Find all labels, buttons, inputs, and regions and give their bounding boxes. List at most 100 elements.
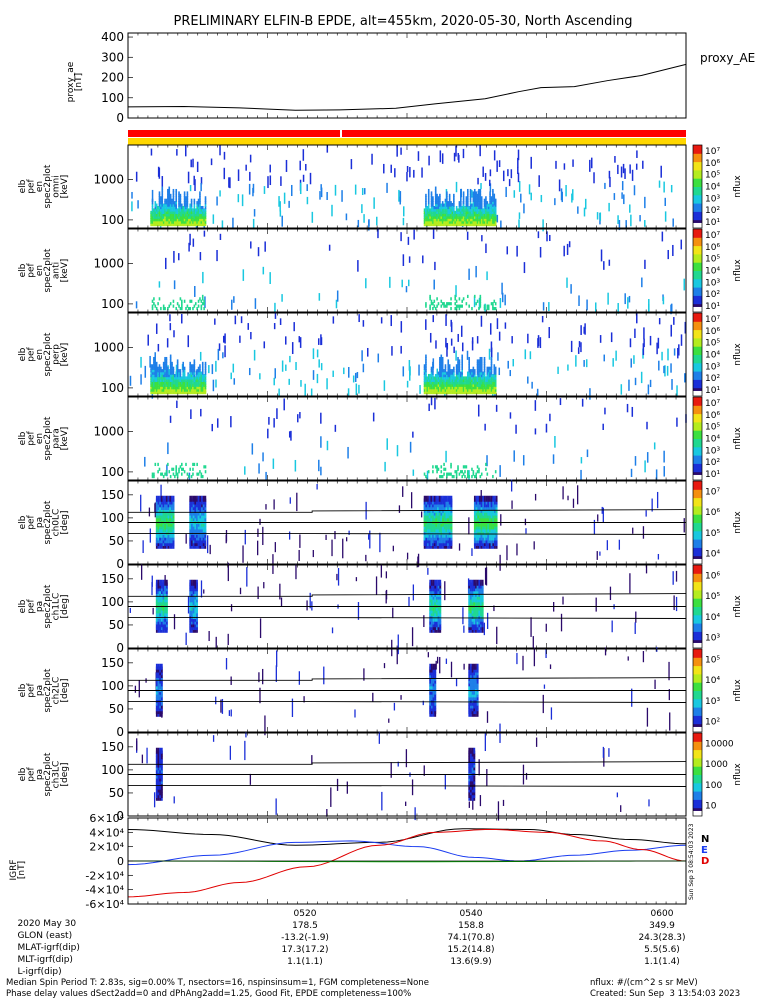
spec-spec_perp-ytick-label: 1000: [93, 340, 124, 354]
spec-spec_perp-burst-cell: [200, 376, 203, 380]
spec-spec_perp-burst-cell: [489, 383, 491, 387]
spec-spec_para-burst-cell: [169, 474, 172, 479]
spec-spec_para-point: [434, 397, 436, 410]
spec-spec_omni-burst-cell: [437, 201, 440, 205]
spec-spec_perp-burst-cell: [457, 359, 459, 363]
spec-spec_perp-burst-cell: [485, 376, 487, 380]
spec-spec_omni-burst-cell: [460, 215, 462, 219]
pa-pa_ch0-flux-cell: [197, 495, 200, 502]
spec-spec_para-point: [297, 414, 299, 423]
spec-spec_omni-point: [635, 163, 638, 170]
spec-spec_perp-burst-cell: [466, 386, 469, 390]
spec-spec_omni-point: [517, 166, 519, 175]
spec-spec_omni-burst-cell: [171, 205, 173, 210]
spec-spec_omni-colorbar-cell: [693, 205, 702, 210]
spec-spec_omni-point: [383, 163, 385, 174]
spec-spec_omni-burst-cell: [178, 210, 180, 215]
spec-spec_perp-burst-cell: [172, 378, 175, 383]
pa-pa_ch1-point: [280, 597, 283, 607]
spec-spec_perp-burst-cell: [151, 378, 154, 383]
spec-spec_omni-burst-cell: [460, 220, 462, 224]
spec-spec_omni-burst-cell: [454, 213, 457, 217]
spec-spec_perp-colorbar-cell: [693, 351, 702, 355]
spec-spec_perp-burst-cell: [190, 381, 193, 385]
spec-spec_perp-burst-cell: [427, 378, 430, 383]
spec-spec_perp-point: [175, 364, 178, 376]
spec-spec_omni-burst-cell: [200, 208, 203, 212]
spec-spec_perp-burst-cell: [434, 376, 437, 380]
proxy-ae-ytick-label: 100: [101, 91, 124, 105]
spec-spec_anti-burst-cell: [429, 304, 431, 308]
spec-spec_perp-burst-cell: [172, 371, 175, 375]
pa-pa_ch0-colorbar-cell: [693, 494, 702, 499]
spec-spec_omni-burst-cell: [476, 208, 479, 212]
spec-spec_perp-burst-cell: [196, 381, 198, 385]
spec-spec_anti-burst-cell: [201, 297, 204, 301]
spec-spec_omni-burst-cell: [178, 205, 180, 210]
spec-spec_omni-point: [396, 144, 398, 157]
spec-spec_perp-colorbar-cell: [693, 360, 702, 364]
spec-spec_perp-burst-cell: [193, 388, 196, 392]
spec-spec_omni-burst-cell: [197, 218, 200, 222]
spec-spec_perp-burst-cell: [466, 378, 469, 383]
spec-spec_omni-burst-cell: [455, 213, 458, 217]
spec-spec_perp-burst-cell: [174, 381, 176, 385]
spec-spec_anti-point: [199, 252, 202, 261]
spec-spec_omni-burst-cell: [425, 208, 427, 212]
spec-spec_perp-point: [187, 335, 190, 348]
spec-spec_perp-burst-cell: [190, 369, 193, 373]
spec-spec_perp-burst-cell: [472, 373, 475, 378]
spec-spec_perp-burst-cell: [440, 386, 443, 390]
spec-spec_omni-burst-cell: [185, 198, 187, 202]
spec-spec_anti-point: [662, 296, 665, 305]
spec-spec_para-point: [559, 398, 562, 406]
spec-spec_perp-burst-cell: [469, 369, 472, 373]
spec-spec_perp-burst-cell: [179, 378, 182, 383]
spec-spec_para-point: [522, 455, 525, 466]
spec-spec_perp-burst-cell: [194, 378, 197, 383]
spec-spec_perp-burst-cell: [430, 376, 433, 380]
spec-spec_omni-point: [620, 166, 623, 178]
spec-spec_perp-burst-cell: [434, 383, 437, 387]
spec-spec_omni-burst-cell: [161, 186, 164, 190]
spec-spec_perp-point: [678, 344, 680, 356]
spec-spec_omni-burst-cell: [468, 215, 470, 219]
spec-spec_omni-burst-cell: [204, 218, 207, 222]
spec-spec_para-burst-cell: [455, 470, 458, 474]
spec-spec_omni-burst-cell: [197, 222, 200, 227]
pa-pa_ch0-point: [516, 543, 518, 556]
pa-pa_ch1-point: [530, 617, 532, 637]
spec-spec_omni-burst-cell: [171, 218, 173, 222]
spec-spec_omni-burst-cell: [451, 215, 454, 219]
spec-spec_omni-burst-cell: [175, 213, 178, 217]
spec-spec_anti-point: [667, 249, 669, 260]
pa-pa_ch1-point: [385, 571, 388, 579]
spec-spec_perp-burst-cell: [165, 376, 168, 380]
spec-spec_perp-burst-cell: [201, 388, 204, 392]
spec-spec_omni-burst-cell: [194, 218, 197, 222]
pa-pa_ch0-point: [154, 503, 156, 513]
pa-pa_ch1-point: [645, 565, 648, 574]
spec-spec_omni-burst-cell: [473, 198, 476, 202]
spec-spec_perp-colorbar-cell: [693, 346, 702, 350]
spec-spec_perp-burst-cell: [450, 371, 452, 375]
spec-spec_omni-point: [441, 153, 444, 164]
spec-spec_para-burst-cell: [199, 470, 201, 474]
spec-spec_perp-ylabel-5: [keV]: [60, 343, 70, 367]
spec-spec_perp-burst-cell: [164, 364, 166, 368]
spec-spec_omni-burst-cell: [444, 203, 447, 207]
spec-spec_perp-burst-cell: [443, 383, 445, 387]
spec-spec_perp-burst-cell: [482, 388, 484, 392]
spec-spec_omni-burst-cell: [485, 208, 487, 212]
spec-spec_perp-burst-cell: [454, 386, 457, 390]
spec-spec_para-burst-cell: [171, 467, 173, 471]
spec-spec_perp-burst-cell: [179, 376, 182, 380]
spec-spec_perp-burst-cell: [493, 378, 496, 383]
spec-spec_omni-burst-cell: [493, 213, 496, 217]
spec-spec_anti-point: [506, 246, 509, 255]
pa-pa_ch1-point: [560, 613, 563, 632]
spec-spec_para-burst-cell: [196, 462, 198, 467]
spec-spec_omni-burst-cell: [167, 213, 169, 217]
pa-pa_ch0-colorbar-cell: [693, 525, 702, 529]
spec-spec_omni-burst-cell: [427, 205, 430, 210]
